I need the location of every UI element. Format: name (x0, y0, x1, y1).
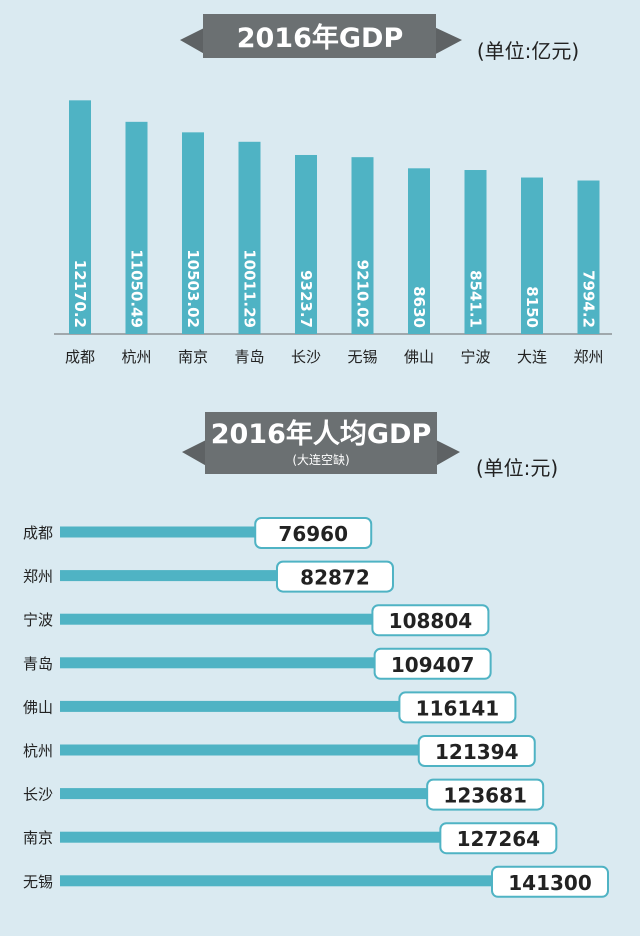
gdp-city-label: 长沙 (291, 348, 321, 366)
gdp-city-label: 郑州 (573, 348, 603, 366)
gdp-bar (521, 177, 543, 334)
gdp-city-label: 成都 (65, 348, 95, 366)
per-capita-value-box (426, 778, 545, 811)
per-capita-value-label: 121394 (435, 740, 519, 764)
banner-body (203, 14, 436, 58)
gdp-bar (577, 180, 600, 334)
banner-right-ribbon (432, 26, 462, 56)
per-capita-city-label: 成都 (23, 524, 53, 542)
banner-left-ribbon (180, 26, 208, 56)
per-capita-value-box (439, 822, 558, 855)
per-capita-value-label: 109407 (391, 653, 475, 677)
per-capita-bar (60, 657, 463, 669)
per-capita-bars: 成都 76960 郑州 82872 宁波 108804 青岛 109407 佛山 116141 杭州… (23, 517, 609, 898)
per-capita-value-box (275, 560, 394, 593)
gdp-value-label: 8630 (410, 286, 428, 328)
per-capita-chart-title: 2016年人均GDP (211, 418, 432, 450)
per-capita-city-label: 郑州 (23, 568, 53, 586)
per-capita-bar (60, 831, 529, 843)
gdp-bar (125, 121, 148, 334)
per-capita-unit-label: (单位:元) (476, 456, 558, 480)
per-capita-bar (60, 875, 580, 887)
gdp-bar (182, 132, 204, 334)
per-capita-city-label: 南京 (23, 829, 53, 847)
per-capita-value-label: 141300 (508, 871, 592, 895)
gdp-bar (295, 154, 317, 334)
per-capita-value-box (491, 865, 609, 898)
per-capita-city-label: 无锡 (23, 873, 53, 891)
gdp-city-label: 宁波 (460, 348, 490, 366)
per-capita-bar (60, 570, 365, 582)
per-capita-value-box (371, 604, 490, 637)
gdp-bars: 12170.2 11050.49 10503.02 10011.29 9323.7 921… (69, 100, 600, 335)
gdp-city-label: 大连 (517, 348, 547, 366)
gdp-value-label: 11050.49 (128, 249, 146, 328)
gdp-bar (69, 100, 91, 335)
per-capita-gdp-chart: 2016年人均GDP (大连空缺) (单位:元) 成都 76960 郑州 82872 宁… (23, 412, 609, 898)
gdp-bar (238, 141, 261, 334)
gdp-bar (464, 170, 487, 334)
per-capita-value-label: 108804 (389, 609, 473, 633)
per-capita-bar (60, 788, 516, 800)
per-capita-title-banner: 2016年人均GDP (大连空缺) (182, 412, 460, 474)
gdp-city-label: 佛山 (404, 348, 434, 366)
banner2-left-ribbon (182, 438, 210, 468)
per-capita-value-box (254, 517, 373, 549)
gdp-city-label: 南京 (178, 348, 208, 366)
gdp-city-label: 青岛 (234, 348, 264, 366)
gdp-category-labels: 成都 杭州 南京 青岛 长沙 无锡 佛山 宁波 大连 郑州 (65, 348, 604, 366)
per-capita-value-label: 127264 (457, 827, 541, 851)
gdp-city-label: 无锡 (347, 348, 377, 366)
per-capita-city-label: 佛山 (23, 698, 53, 716)
per-capita-bar (60, 526, 344, 538)
per-capita-city-label: 杭州 (23, 742, 53, 760)
banner2-right-ribbon (432, 438, 460, 468)
gdp-chart: 2016年GDP (单位:亿元) 12170.2 11050.49 10503.02… (54, 14, 612, 366)
per-capita-value-label: 76960 (278, 522, 348, 546)
per-capita-value-label: 82872 (300, 566, 370, 590)
gdp-bar (351, 157, 374, 334)
per-capita-bar (60, 700, 488, 712)
per-capita-value-box (398, 691, 517, 724)
gdp-value-label: 7994.2 (580, 270, 598, 328)
gdp-value-label: 8541.1 (467, 270, 485, 328)
per-capita-value-box (373, 647, 492, 680)
gdp-value-label: 8150 (523, 286, 541, 328)
gdp-value-label: 9210.02 (354, 260, 372, 328)
per-capita-value-box (417, 735, 536, 767)
gdp-value-label: 12170.2 (71, 260, 89, 328)
gdp-value-label: 9323.7 (297, 270, 315, 328)
per-capita-value-label: 123681 (443, 784, 527, 808)
banner2-body (205, 412, 437, 474)
gdp-unit-label: (单位:亿元) (477, 39, 579, 63)
per-capita-chart-subtitle: (大连空缺) (292, 452, 349, 467)
gdp-city-label: 杭州 (121, 348, 151, 366)
per-capita-bar (60, 613, 461, 625)
gdp-bar (408, 168, 430, 334)
gdp-value-label: 10011.29 (241, 249, 259, 328)
gdp-chart-title: 2016年GDP (237, 22, 404, 54)
per-capita-city-label: 长沙 (23, 786, 53, 804)
per-capita-city-label: 青岛 (23, 655, 53, 673)
per-capita-bar (60, 744, 507, 756)
per-capita-value-label: 116141 (416, 696, 500, 720)
gdp-title-banner: 2016年GDP (180, 14, 462, 58)
per-capita-city-label: 宁波 (23, 611, 53, 629)
gdp-value-label: 10503.02 (184, 249, 202, 328)
